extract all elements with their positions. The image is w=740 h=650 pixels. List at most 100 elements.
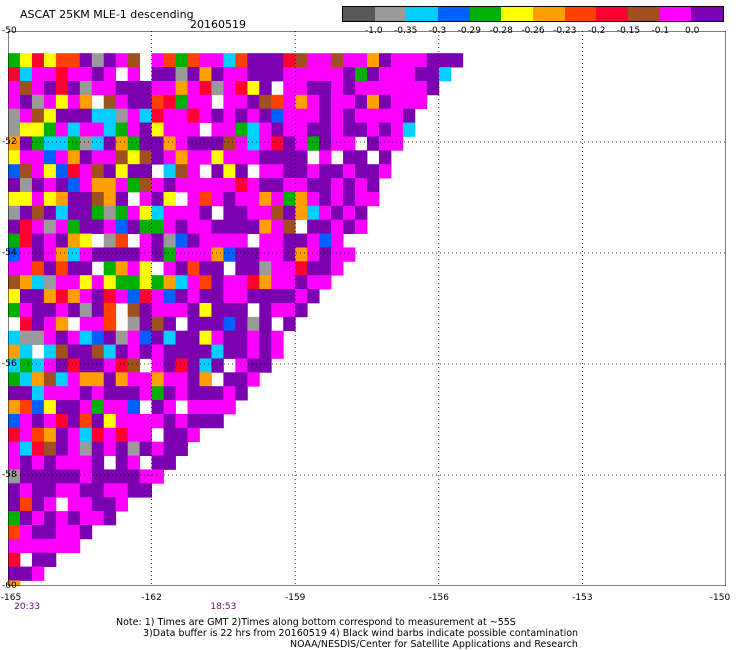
data-cell: [55, 247, 69, 262]
data-cell: [259, 330, 272, 345]
data-cell: [378, 150, 392, 165]
data-cell: [91, 191, 105, 207]
data-cell: [91, 400, 105, 415]
data-cell: [151, 400, 164, 415]
data-cell: [67, 247, 81, 262]
data-cell: [103, 497, 117, 512]
data-cell: [139, 275, 152, 290]
data-cell: [67, 427, 81, 443]
lat-label: -56: [2, 359, 17, 369]
data-cell: [259, 108, 272, 123]
data-cell: [211, 219, 224, 234]
data-cell: [67, 497, 81, 512]
data-cell: [115, 136, 129, 151]
data-cell: [139, 150, 152, 165]
data-cell: [91, 344, 105, 359]
data-cell: [127, 247, 141, 262]
data-cell: [247, 219, 260, 234]
data-cell: [31, 427, 45, 443]
lat-label: -50: [2, 26, 17, 36]
data-cell: [19, 122, 33, 137]
data-cell: [31, 538, 45, 554]
data-cell: [8, 372, 21, 387]
data-cell: [343, 178, 356, 193]
data-cell: [211, 386, 224, 401]
data-cell: [295, 67, 308, 82]
data-cell: [127, 400, 141, 415]
data-cell: [103, 441, 117, 456]
data-cell: [199, 136, 212, 151]
data-cell: [175, 80, 188, 96]
data-cell: [247, 122, 260, 137]
data-cell: [283, 261, 296, 276]
data-cell: [127, 53, 141, 68]
data-cell: [79, 191, 93, 207]
data-cell: [8, 150, 21, 165]
data-cell: [175, 150, 188, 165]
data-cell: [79, 386, 93, 401]
data-cell: [19, 455, 33, 470]
data-cell: [402, 108, 416, 123]
data-cell: [175, 53, 188, 68]
data-cell: [247, 191, 260, 207]
data-cell: [175, 275, 188, 290]
data-cell: [79, 497, 93, 512]
data-cell: [223, 400, 236, 415]
data-cell: [307, 219, 320, 234]
data-cell: [67, 164, 81, 179]
data-cell: [438, 53, 452, 68]
data-cell: [31, 191, 45, 207]
data-cell: [139, 372, 152, 387]
data-cell: [331, 233, 344, 248]
data-cell: [127, 386, 141, 401]
colorbar-swatch: [691, 7, 724, 21]
data-cell: [115, 164, 129, 179]
data-cell: [175, 178, 188, 193]
data-cell: [307, 122, 320, 137]
data-cell: [247, 330, 260, 345]
data-cell: [67, 469, 81, 484]
data-cell: [67, 136, 81, 151]
data-cell: [19, 275, 33, 290]
data-cell: [31, 330, 45, 345]
data-cell: [8, 344, 21, 359]
data-cell: [319, 122, 332, 137]
data-cell: [235, 302, 248, 318]
data-cell: [115, 344, 129, 359]
data-cell: [175, 441, 188, 456]
data-cell: [55, 289, 69, 304]
data-cell: [343, 94, 356, 110]
data-cell: [43, 191, 57, 207]
data-cell: [199, 178, 212, 193]
data-cell: [55, 205, 69, 221]
data-cell: [91, 413, 105, 429]
data-cell: [55, 413, 69, 429]
data-cell: [187, 205, 200, 221]
data-cell: [31, 552, 45, 567]
data-cell: [211, 358, 224, 373]
data-cell: [55, 164, 69, 179]
data-cell: [259, 136, 272, 151]
data-cell: [55, 122, 69, 137]
data-cell: [331, 80, 344, 96]
data-cell: [103, 122, 117, 137]
data-cell: [103, 358, 117, 373]
data-cell: [43, 386, 57, 401]
data-cell: [67, 524, 81, 540]
data-cell: [43, 247, 57, 262]
data-cell: [19, 53, 33, 68]
data-cell: [151, 386, 164, 401]
data-cell: [426, 80, 440, 96]
data-cell: [235, 372, 248, 387]
data-cell: [31, 178, 45, 193]
data-cell: [8, 205, 21, 221]
data-cell: [319, 219, 332, 234]
data-cell: [367, 136, 380, 151]
data-cell: [79, 400, 93, 415]
data-cell: [247, 80, 260, 96]
data-cell: [199, 205, 212, 221]
data-cell: [307, 136, 320, 151]
data-cell: [31, 441, 45, 456]
colorbar: [342, 6, 724, 22]
data-cell: [139, 344, 152, 359]
